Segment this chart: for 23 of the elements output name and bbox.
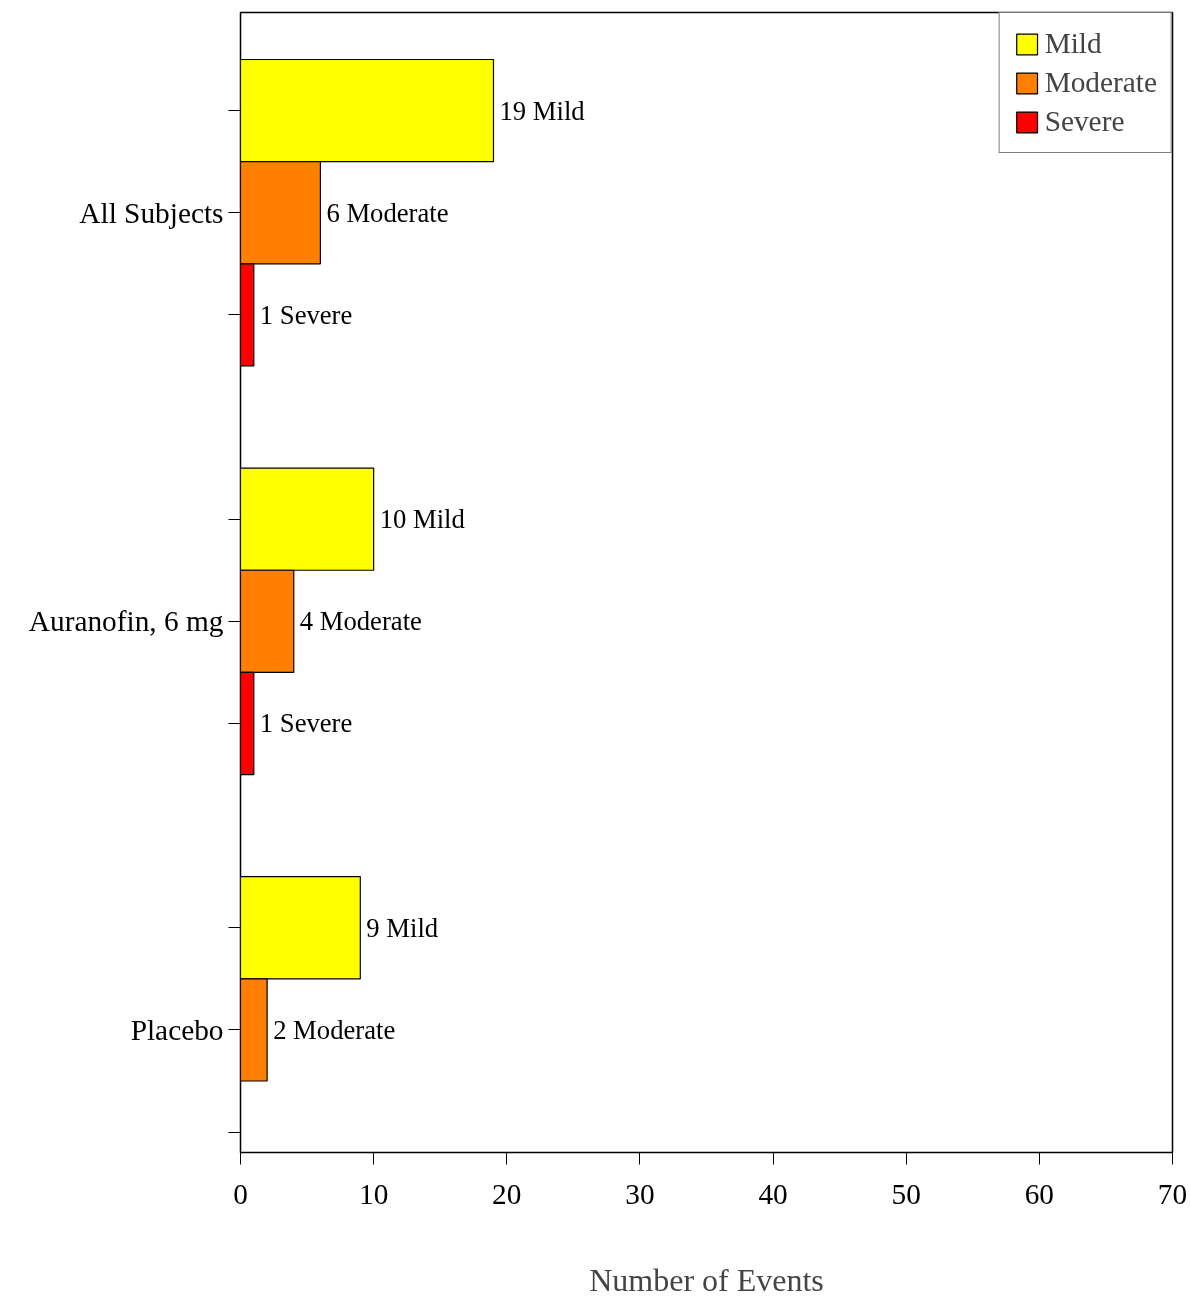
x-tick-label: 70 — [1157, 1177, 1188, 1210]
data-label: 10 Mild — [379, 504, 465, 535]
legend-label: Moderate — [1044, 66, 1157, 99]
x-axis-title: Number of Events — [589, 1261, 824, 1298]
data-label: 19 Mild — [499, 95, 585, 126]
data-label: 4 Moderate — [299, 606, 422, 637]
x-tick-label: 0 — [233, 1177, 248, 1210]
data-label: 2 Moderate — [273, 1014, 396, 1045]
x-tick-label: 10 — [358, 1177, 389, 1210]
y-tick-label: Auranofin, 6 mg — [28, 605, 224, 638]
legend-label: Severe — [1044, 105, 1125, 138]
y-tick-label: Placebo — [130, 1013, 224, 1046]
x-tick-label: 50 — [891, 1177, 921, 1210]
legend-label: Mild — [1044, 27, 1102, 60]
x-tick-label: 40 — [758, 1177, 788, 1210]
x-tick-label: 30 — [625, 1177, 655, 1210]
x-tick-label: 20 — [492, 1177, 522, 1210]
data-label: 9 Mild — [366, 912, 439, 943]
data-label: 1 Severe — [259, 708, 353, 739]
y-tick-label: All Subjects — [79, 196, 224, 229]
data-label: 6 Moderate — [326, 197, 449, 228]
x-tick-label: 60 — [1024, 1177, 1055, 1210]
data-label: 1 Severe — [259, 299, 353, 330]
